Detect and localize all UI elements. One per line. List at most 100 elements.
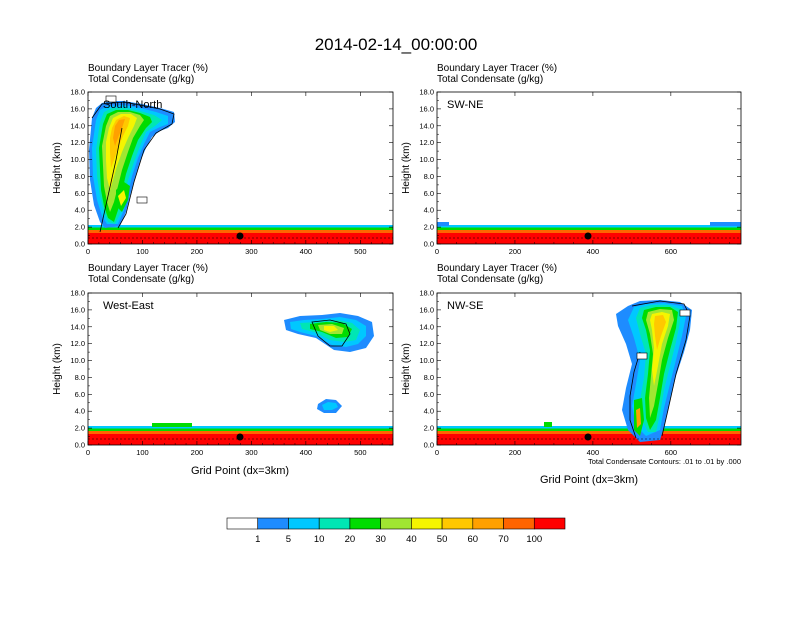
colorbar-swatch: [318, 517, 351, 530]
panel-label: West-East: [103, 300, 154, 312]
colorbar-swatch: [411, 517, 443, 530]
panel-west-east: Boundary Layer Tracer (%) Total Condensa…: [52, 263, 394, 477]
colorbar-swatch: [503, 517, 535, 530]
x-tick-label: 500: [354, 247, 367, 256]
y-tick-label: 6.0: [75, 390, 85, 399]
colorbar-label: 30: [375, 534, 386, 545]
y-tick-label: 2.0: [75, 223, 85, 232]
colorbar-label: 40: [406, 534, 417, 545]
y-tick-label: 12.0: [419, 339, 434, 348]
y-tick-label: 10.0: [419, 155, 434, 164]
panel-nw-se: Boundary Layer Tracer (%) Total Condensa…: [401, 263, 742, 486]
x-tick-label: 200: [509, 247, 522, 256]
y-tick-label: 2.0: [75, 424, 85, 433]
site-marker: [236, 232, 244, 240]
axes: 0 200 400 600 0.0 2.0 4.0 6.0 8.0 10.0 12.0 14.0 16.…: [419, 88, 741, 256]
y-tick-label: 6.0: [424, 390, 434, 399]
x-axis-label: Grid Point (dx=3km): [540, 474, 638, 486]
colorbar-swatch: [472, 517, 504, 530]
bl-band-orange: [437, 229, 741, 233]
y-tick-label: 14.0: [70, 322, 85, 331]
y-tick-label: 4.0: [424, 407, 434, 416]
y-axis-label: Height (km): [401, 343, 412, 395]
panel-subtitle-2: Total Condensate (g/kg): [88, 74, 194, 85]
plot-area: [437, 92, 741, 244]
plume-orange: [113, 119, 125, 146]
condensate-contour: [631, 300, 691, 437]
bl-bump: [437, 222, 449, 226]
x-tick-label: 300: [245, 448, 258, 457]
colorbar-swatch: [226, 517, 259, 530]
colorbar-swatch: [288, 517, 320, 530]
contour-footnote: Total Condensate Contours: .01 to .01 by…: [588, 457, 741, 466]
x-tick-label: 100: [136, 247, 149, 256]
colorbar-swatch: [441, 517, 474, 530]
y-tick-label: 18.0: [70, 88, 85, 97]
y-tick-label: 16.0: [419, 104, 434, 113]
condensate-contour-inner: [99, 127, 123, 233]
panel-label: SW-NE: [447, 99, 483, 111]
panel-subtitle-1: Boundary Layer Tracer (%): [88, 263, 208, 274]
contour-label-box: [136, 196, 148, 204]
colorbar-swatch: [380, 517, 412, 530]
contour-label-box: [105, 95, 117, 103]
y-tick-label: 6.0: [75, 189, 85, 198]
condensate-contour: [311, 319, 351, 347]
bl-band-green: [437, 227, 741, 230]
x-tick-label: 400: [587, 247, 600, 256]
colorbar-label: 20: [345, 534, 356, 545]
colorbar: 1 5 10 20 30 40 50 60 70 100: [226, 517, 566, 545]
panel-label: NW-SE: [447, 300, 483, 312]
x-tick-label: 0: [86, 247, 90, 256]
panel-sw-ne: Boundary Layer Tracer (%) Total Condensa…: [401, 63, 742, 256]
colorbar-swatch: [349, 517, 381, 530]
y-tick-label: 10.0: [70, 356, 85, 365]
condensate-contour: [91, 101, 175, 229]
y-tick-label: 4.0: [424, 206, 434, 215]
bl-band-orange: [88, 430, 393, 434]
colorbar-label: 100: [526, 534, 542, 545]
y-tick-label: 8.0: [424, 373, 434, 382]
y-tick-label: 12.0: [70, 339, 85, 348]
axes: 0 200 400 600 0.0 2.0 4.0 6.0 8.0 10.0 12.0 14.0 16.…: [419, 289, 741, 457]
x-tick-label: 600: [665, 247, 678, 256]
bl-band-cyan: [88, 225, 393, 228]
low-cloud-inner: [322, 402, 338, 410]
contour-label-box: [679, 309, 691, 317]
bl-band-green: [437, 428, 741, 431]
y-tick-label: 0.0: [424, 441, 434, 450]
axes: 0 100 200 300 400 500 0.0 2.0 4.0 6.0 8.0 10.0 12.0 1…: [70, 289, 394, 457]
x-axis-label: Grid Point (dx=3km): [191, 465, 289, 477]
plume-gold: [654, 315, 666, 350]
site-marker: [584, 232, 592, 240]
y-axis-label: Height (km): [52, 142, 63, 194]
cloud-core: [324, 326, 338, 332]
plume-base-core: [636, 408, 641, 428]
colorbar-label: 10: [314, 534, 325, 545]
panel-subtitle-2: Total Condensate (g/kg): [437, 274, 543, 285]
bl-bump: [152, 423, 192, 427]
x-tick-label: 500: [354, 448, 367, 457]
shading-layer: [88, 101, 393, 244]
condensate-contour-inner: [629, 351, 641, 439]
panel-subtitle-1: Boundary Layer Tracer (%): [88, 63, 208, 74]
y-tick-label: 0.0: [75, 240, 85, 249]
y-tick-label: 2.0: [424, 223, 434, 232]
shading-layer: [88, 313, 393, 445]
y-tick-label: 2.0: [424, 424, 434, 433]
plume-lower-core: [118, 190, 126, 206]
colorbar-label: 70: [498, 534, 509, 545]
bl-band-orange: [88, 229, 393, 233]
colorbar-swatch: [533, 517, 566, 530]
y-tick-label: 14.0: [419, 121, 434, 130]
bl-bump: [710, 222, 741, 226]
x-tick-label: 0: [435, 448, 439, 457]
y-tick-label: 8.0: [75, 373, 85, 382]
y-tick-label: 14.0: [70, 121, 85, 130]
panel-subtitle-1: Boundary Layer Tracer (%): [437, 63, 557, 74]
y-tick-label: 16.0: [70, 104, 85, 113]
plot-area: [437, 293, 741, 445]
y-tick-label: 6.0: [424, 189, 434, 198]
y-axis-label: Height (km): [401, 142, 412, 194]
